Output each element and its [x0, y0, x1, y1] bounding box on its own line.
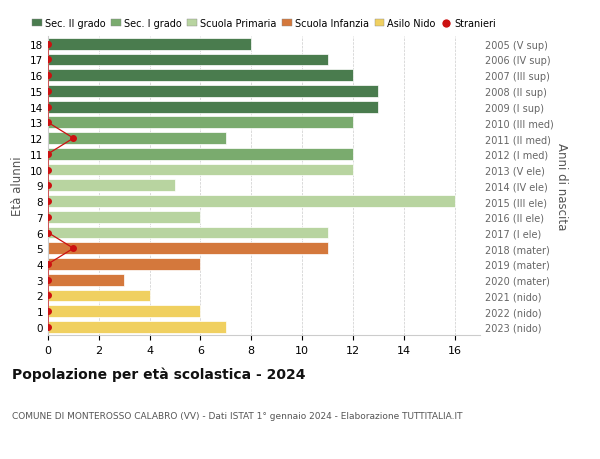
Point: [43, 261, 53, 268]
Legend: Sec. II grado, Sec. I grado, Scuola Primaria, Scuola Infanzia, Asilo Nido, Stran: Sec. II grado, Sec. I grado, Scuola Prim…: [32, 19, 496, 29]
Text: COMUNE DI MONTEROSSO CALABRO (VV) - Dati ISTAT 1° gennaio 2024 - Elaborazione TU: COMUNE DI MONTEROSSO CALABRO (VV) - Dati…: [12, 411, 463, 420]
Bar: [48, 212, 200, 223]
Point: [43, 308, 53, 315]
Point: [43, 198, 53, 205]
Bar: [48, 117, 353, 129]
Bar: [48, 101, 379, 113]
Point: [43, 292, 53, 299]
Bar: [48, 274, 124, 286]
Point: [43, 88, 53, 95]
Bar: [48, 306, 200, 318]
Bar: [48, 258, 200, 270]
Point: [43, 41, 53, 48]
Y-axis label: Anni di nascita: Anni di nascita: [554, 142, 568, 230]
Point: [43, 230, 53, 237]
Bar: [48, 133, 226, 145]
Point: [43, 276, 53, 284]
Bar: [48, 54, 328, 66]
Bar: [48, 290, 149, 302]
Bar: [48, 321, 226, 333]
Point: [68, 135, 78, 142]
Text: Popolazione per età scolastica - 2024: Popolazione per età scolastica - 2024: [12, 367, 305, 382]
Bar: [48, 149, 353, 160]
Bar: [48, 164, 353, 176]
Point: [43, 104, 53, 111]
Point: [43, 324, 53, 331]
Bar: [48, 227, 328, 239]
Point: [43, 73, 53, 80]
Point: [43, 119, 53, 127]
Y-axis label: Età alunni: Età alunni: [11, 156, 25, 216]
Point: [43, 182, 53, 190]
Point: [43, 213, 53, 221]
Bar: [48, 180, 175, 192]
Point: [43, 56, 53, 64]
Bar: [48, 70, 353, 82]
Bar: [48, 39, 251, 50]
Bar: [48, 196, 455, 207]
Point: [68, 245, 78, 252]
Bar: [48, 86, 379, 98]
Bar: [48, 243, 328, 255]
Point: [43, 167, 53, 174]
Point: [43, 151, 53, 158]
